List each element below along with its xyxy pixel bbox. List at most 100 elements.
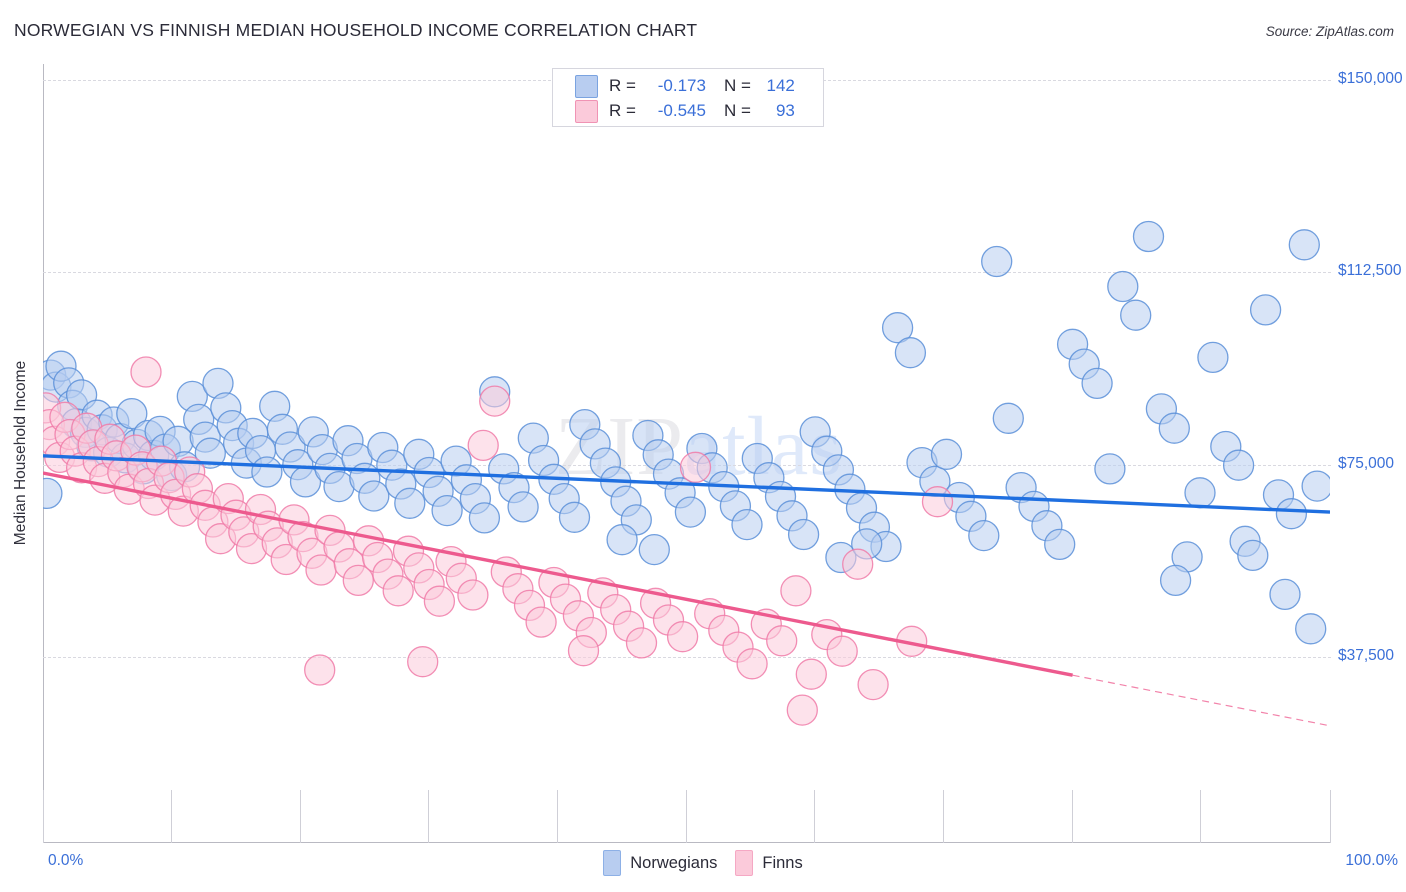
data-point (479, 385, 511, 417)
data-point (423, 585, 456, 617)
data-point (1301, 470, 1330, 502)
data-point (786, 694, 818, 726)
data-point (992, 402, 1024, 434)
data-point (766, 625, 798, 657)
legend-swatch-norwegians (575, 74, 598, 98)
legend-n-value-finns: 93 (775, 101, 795, 120)
data-point (467, 429, 499, 462)
series-label-norwegians: Norwegians (630, 853, 718, 872)
data-point (1184, 477, 1216, 509)
trendline-extension-finns (1072, 674, 1330, 727)
data-point (857, 668, 889, 701)
data-point (780, 575, 812, 607)
data-point (407, 646, 439, 678)
data-point (1158, 412, 1190, 444)
series-swatch-norwegians (603, 850, 622, 876)
x-axis-tick (43, 790, 44, 843)
data-point (968, 519, 1000, 552)
data-point (1120, 299, 1152, 331)
x-axis-label-min: 0.0% (48, 852, 84, 869)
data-point (736, 648, 768, 680)
data-point (981, 245, 1013, 278)
data-point (304, 654, 336, 686)
data-point (1275, 498, 1308, 530)
data-point (525, 606, 557, 638)
data-point (394, 487, 426, 519)
data-point (795, 658, 827, 690)
data-point (342, 564, 374, 597)
data-point (638, 533, 670, 566)
legend-swatch-finns (575, 99, 598, 123)
data-point (679, 451, 712, 483)
x-axis-tick (1330, 790, 1331, 843)
series-swatch-finns (735, 850, 754, 876)
data-point (358, 480, 390, 512)
data-point (1288, 229, 1320, 261)
legend-r-label-norwegians: R = (609, 76, 636, 95)
data-point (1197, 341, 1229, 374)
data-point (1269, 578, 1301, 611)
x-axis-tick (557, 790, 558, 843)
x-axis-tick (1072, 790, 1073, 843)
data-point (842, 548, 874, 580)
data-point (787, 518, 820, 551)
data-point (1295, 613, 1327, 645)
data-point (1081, 367, 1113, 400)
series-points-norwegians (43, 220, 1330, 645)
x-axis-line (43, 842, 1331, 843)
legend-row-finns: R = -0.545 N = 93 (575, 98, 795, 124)
data-point (43, 477, 63, 510)
data-point (558, 501, 591, 533)
data-point (251, 456, 283, 488)
data-point (194, 437, 226, 469)
data-point (507, 491, 539, 523)
x-axis-tick (171, 790, 172, 843)
data-point (731, 508, 763, 541)
source-attribution: Source: ZipAtlas.com (1265, 24, 1394, 39)
y-axis-line (43, 64, 44, 843)
x-axis-tick (814, 790, 815, 843)
series-points-finns (43, 356, 954, 726)
data-point (666, 621, 699, 653)
data-point (1159, 564, 1192, 597)
trendline-norwegians (43, 454, 1330, 514)
data-point (457, 579, 489, 611)
data-point (894, 337, 927, 369)
data-point (921, 486, 954, 518)
legend-r-value-norwegians: -0.173 (657, 76, 706, 95)
data-point (1107, 270, 1139, 303)
data-point (1222, 449, 1255, 481)
x-axis-label-max: 100.0% (1345, 852, 1398, 869)
data-point (382, 575, 414, 607)
data-point (116, 397, 148, 430)
x-axis-tick (943, 790, 944, 843)
data-point (1044, 528, 1076, 561)
y-axis-tick-label: $75,000 (1338, 455, 1395, 472)
data-point (625, 627, 658, 659)
data-point (1094, 453, 1126, 485)
legend-r-label-finns: R = (609, 101, 636, 120)
x-axis-tick (1200, 790, 1201, 843)
legend-n-value-norwegians: 142 (766, 76, 795, 95)
gridline (43, 272, 1331, 273)
legend-n-label-norwegians: N = (723, 76, 751, 95)
data-point (1237, 539, 1269, 572)
series-label-finns: Finns (762, 853, 803, 872)
data-point (1249, 294, 1282, 326)
legend-r-value-finns: -0.545 (657, 101, 706, 120)
data-point (130, 356, 162, 388)
data-point (881, 312, 914, 344)
x-axis-tick (428, 790, 429, 843)
series-legend-item-finns[interactable]: Finns (735, 850, 803, 876)
x-axis-tick (686, 790, 687, 843)
data-point (567, 635, 600, 667)
gridline (43, 657, 1331, 658)
y-axis-tick-label: $112,500 (1338, 262, 1402, 279)
legend-row-norwegians: R = -0.173 N = 142 (575, 73, 795, 99)
page-title: NORWEGIAN VS FINNISH MEDIAN HOUSEHOLD IN… (14, 20, 698, 40)
y-axis-tick-label: $150,000 (1338, 70, 1403, 87)
trendline-finns (43, 471, 1073, 677)
legend-n-label-finns: N = (723, 101, 751, 120)
series-legend-item-norwegians[interactable]: Norwegians (603, 850, 717, 876)
